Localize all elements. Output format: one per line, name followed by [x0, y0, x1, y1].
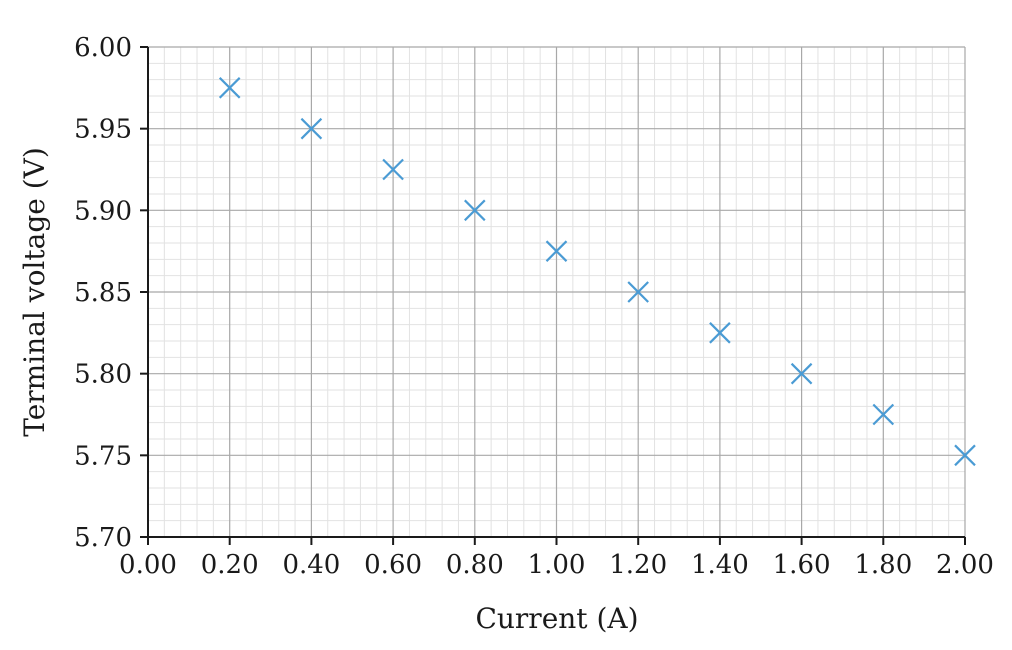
x-tick-label: 0.60 — [364, 550, 422, 580]
x-axis-label: Current (A) — [475, 602, 638, 635]
data-point — [709, 322, 731, 344]
data-point — [872, 403, 895, 426]
major-grid — [147, 46, 966, 538]
data-point — [300, 117, 323, 140]
y-tick-label: 5.95 — [74, 115, 132, 145]
x-tick-label: 0.20 — [201, 550, 259, 580]
x-tick-labels: 0.00 0.20 0.40 0.60 0.80 1.00 1.20 1.40 1.60 1.80… — [119, 550, 994, 580]
data-point-stroke — [218, 77, 241, 99]
data-point-stroke — [709, 322, 731, 344]
x-tick-label: 2.00 — [936, 550, 994, 580]
x-tick-label: 1.40 — [691, 550, 749, 580]
data-point — [545, 240, 568, 262]
data-point — [464, 199, 486, 222]
y-tick-label: 5.75 — [74, 441, 132, 471]
x-tick-label: 1.20 — [609, 550, 667, 580]
y-axis-label: Terminal voltage (V) — [18, 147, 51, 437]
data-point-stroke — [627, 281, 649, 303]
data-point — [790, 362, 813, 385]
data-point-stroke — [545, 240, 568, 262]
y-tick-label: 5.85 — [74, 278, 132, 308]
x-tick-label: 0.00 — [119, 550, 177, 580]
data-points — [218, 77, 976, 467]
y-tick-labels: 5.70 5.75 5.80 5.85 5.90 5.95 6.00 — [74, 33, 132, 553]
data-point-stroke — [382, 158, 404, 181]
data-point-stroke — [872, 403, 895, 426]
y-tick-label: 5.70 — [74, 523, 132, 553]
data-point — [954, 444, 976, 467]
x-tick-label: 1.60 — [773, 550, 831, 580]
x-tick-label: 1.80 — [854, 550, 912, 580]
data-point — [627, 281, 649, 303]
data-point-stroke — [954, 444, 976, 467]
data-point — [218, 77, 241, 99]
data-point-stroke — [300, 117, 323, 140]
axes — [140, 46, 966, 545]
x-tick-label: 1.00 — [528, 550, 586, 580]
y-tick-label: 6.00 — [74, 33, 132, 63]
data-point-stroke — [790, 362, 813, 385]
x-tick-label: 0.40 — [282, 550, 340, 580]
x-tick-label: 0.80 — [446, 550, 504, 580]
y-tick-label: 5.90 — [74, 196, 132, 226]
y-tick-label: 5.80 — [74, 360, 132, 390]
data-point — [382, 158, 404, 181]
data-point-stroke — [464, 199, 486, 222]
